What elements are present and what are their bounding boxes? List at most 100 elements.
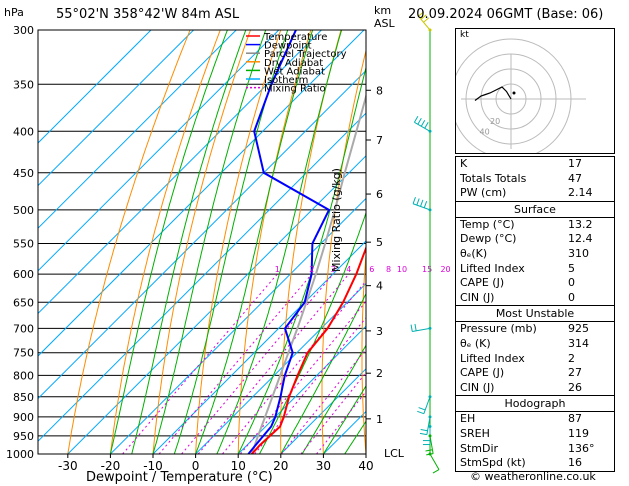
isotherm-line [237, 325, 366, 454]
hodograph-trace [474, 86, 512, 101]
surface-row: Dewp (°C) 12.4 [456, 232, 614, 247]
hodograph-ring-label: 40 [480, 128, 490, 137]
hodograph-param-row: SREH 119 [456, 427, 614, 442]
surface-label: Temp (°C) [460, 217, 515, 231]
wind-barb-flag [423, 201, 428, 208]
hodograph-param-row: StmSpd (kt) 16 [456, 456, 614, 471]
wind-barb-flag [412, 196, 416, 204]
hodograph-param-label: EH [460, 412, 476, 426]
x-tick-label: 20 [273, 459, 288, 473]
surface-row: CIN (J) 0 [456, 291, 614, 306]
surface-row: Lifted Index 5 [456, 262, 614, 277]
isotherm-line [38, 30, 194, 187]
most-unstable-row: Pressure (mb) 925 [456, 322, 614, 337]
surface-value: 13.2 [568, 217, 593, 231]
legend-label: Dry Adiabat [264, 58, 323, 69]
wind-barb-shaft [418, 15, 431, 31]
hodograph-param-label: StmDir [460, 441, 499, 455]
wet-adiabat [301, 344, 366, 454]
asl-label: ASL [374, 17, 395, 30]
hodograph-param-value: 16 [568, 456, 582, 470]
most-unstable-label: Lifted Index [460, 351, 525, 365]
mixing-ratio-line [197, 273, 350, 454]
mixing-ratio-line [222, 280, 366, 454]
surface-value: 5 [568, 261, 575, 275]
isotherm-line [110, 197, 366, 454]
hodograph-ring [456, 38, 572, 153]
mixing-ratio-line [280, 348, 366, 454]
surface-row: θₑ(K) 310 [456, 247, 614, 262]
isotherm-line [38, 30, 152, 144]
x-tick-label: -10 [143, 459, 163, 473]
most-unstable-row: CAPE (J) 27 [456, 366, 614, 381]
km-tick-label: 1 [376, 413, 383, 426]
wind-barb-flag [413, 116, 419, 123]
index-value: 47 [568, 171, 582, 185]
wind-barb-shaft [423, 396, 431, 414]
surface-row: Temp (°C) 13.2 [456, 218, 614, 233]
km-tick-label: 2 [376, 367, 383, 380]
isotherm-line [38, 112, 366, 442]
most-unstable-row: θₑ (K) 314 [456, 337, 614, 352]
hodograph-box: kt 20 40 [455, 28, 615, 154]
mixing-ratio-label: 4 [346, 265, 351, 274]
dry-adiabat [67, 30, 191, 454]
hodograph-param-value: 136° [568, 441, 595, 455]
mixing-ratio-label: 8 [386, 265, 391, 274]
wind-barb-flag [420, 14, 427, 20]
most-unstable-label: Pressure (mb) [460, 322, 537, 336]
datetime-title: 20.09.2024 06GMT (Base: 06) [408, 7, 604, 22]
wind-barb-dot [428, 129, 432, 133]
pressure-tick-label: 300 [13, 24, 34, 37]
dry-adiabat [237, 30, 312, 454]
pressure-tick-label: 950 [13, 430, 34, 443]
index-row: K 17 [456, 157, 614, 172]
legend-label: Parcel Trajectory [264, 49, 347, 60]
hodograph-unit-label: kt [460, 30, 469, 40]
wind-barb-flag [423, 17, 430, 23]
km-label: km [374, 4, 392, 17]
wet-adiabat [280, 292, 366, 454]
most-unstable-row: Lifted Index 2 [456, 352, 614, 367]
isotherm-line [38, 69, 366, 400]
mixing-ratio-label: 10 [397, 265, 407, 274]
pressure-tick-label: 350 [13, 78, 34, 91]
x-tick-label: 10 [231, 459, 246, 473]
pressure-tick-label: 500 [13, 204, 34, 217]
wind-barb-shaft [429, 435, 434, 454]
pressure-tick-label: 1000 [6, 448, 34, 461]
wind-barb-flag [418, 407, 426, 411]
isotherm-line [67, 155, 366, 454]
km-tick-label: 6 [376, 188, 383, 201]
hodograph-param-row: EH 87 [456, 412, 614, 427]
dry-adiabat [280, 30, 342, 454]
surface-section: Surface Temp (°C) 13.2 Dewp (°C) 12.4 θₑ(K) 3… [456, 200, 614, 306]
dewpoint-line [247, 30, 331, 454]
km-tick-label: 3 [376, 325, 383, 338]
index-label: K [460, 157, 468, 170]
hodograph-param-value: 87 [568, 412, 582, 426]
wind-barb-flag [424, 121, 429, 129]
mixing-ratio-axis-label: Mixing Ratio (g/kg) [330, 168, 343, 272]
wind-barb-shaft [414, 121, 431, 132]
km-tick-label: 7 [376, 134, 383, 147]
wind-barb-flag [416, 198, 420, 206]
mixing-ratio-label: 20 [440, 265, 450, 274]
dry-adiabat [195, 30, 282, 454]
pressure-tick-label: 400 [13, 125, 34, 138]
wind-barb-flag [420, 429, 428, 432]
wet-adiabat [259, 211, 366, 454]
isotherm-line [38, 30, 237, 229]
surface-label: CIN (J) [460, 290, 495, 304]
wind-barb-shaft [412, 203, 431, 211]
wind-barb-dot [428, 425, 432, 429]
wind-barb-flag [420, 119, 426, 127]
wet-adiabat [195, 30, 314, 454]
most-unstable-section: Most Unstable Pressure (mb) 925 θₑ (K) 314 L… [456, 305, 614, 395]
surface-value: 12.4 [568, 232, 593, 246]
lcl-label: LCL [384, 447, 404, 460]
isotherm-line [38, 30, 280, 272]
index-row: Totals Totals 47 [456, 172, 614, 187]
most-unstable-value: 27 [568, 366, 582, 380]
dry-adiabat [152, 30, 251, 454]
